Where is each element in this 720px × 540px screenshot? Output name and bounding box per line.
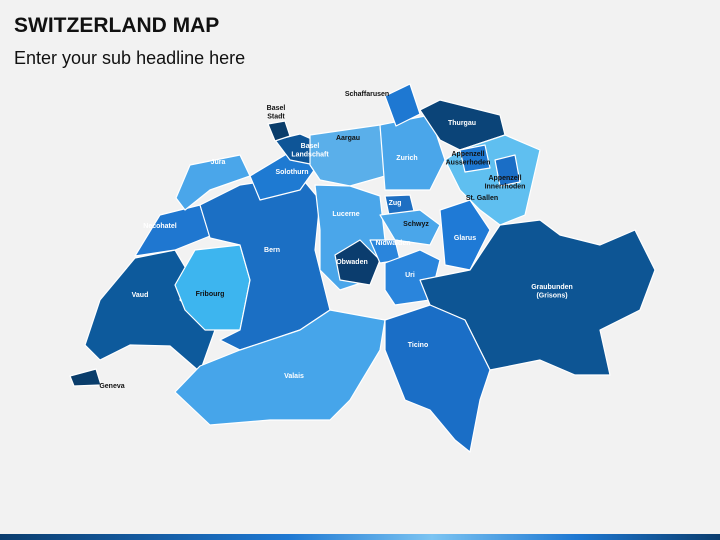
canton bbox=[379, 209, 441, 246]
title: SWITZERLAND MAP bbox=[14, 14, 220, 37]
canton-label: Zurich bbox=[396, 155, 417, 162]
canton-label: Vaud bbox=[132, 292, 149, 299]
canton bbox=[175, 154, 251, 211]
canton bbox=[267, 120, 291, 142]
canton-label: Schwyz bbox=[403, 221, 429, 228]
canton-label: Appenzell bbox=[451, 151, 484, 158]
labels: Geneva Vaud Fribourg Necohatel Jura Bern Valai… bbox=[99, 91, 572, 390]
canton-label: Stadt bbox=[267, 114, 285, 121]
canton-label: Appenzell bbox=[488, 175, 521, 182]
canton-label: Aargau bbox=[336, 135, 360, 142]
canton-label: Graubunden bbox=[531, 284, 573, 291]
canton bbox=[334, 239, 381, 286]
canton-label: Nidwalden bbox=[375, 240, 410, 247]
canton-label: Obwaden bbox=[336, 259, 368, 266]
canton-label: (Grisons) bbox=[536, 293, 567, 300]
canton-label: Ausserhoden bbox=[446, 160, 491, 167]
canton bbox=[384, 83, 421, 127]
cantons bbox=[69, 83, 656, 453]
canton bbox=[384, 304, 491, 453]
canton-label: Thurgau bbox=[448, 120, 476, 127]
canton-label: Zug bbox=[389, 200, 402, 207]
canton-label: Necohatel bbox=[143, 223, 177, 230]
canton-label: Fribourg bbox=[196, 291, 225, 298]
canton-label: Schaffarusen bbox=[345, 91, 389, 98]
canton bbox=[249, 151, 321, 201]
footer-bar bbox=[0, 534, 720, 540]
canton-label: Innerrhoden bbox=[485, 184, 526, 191]
subtitle: Enter your sub headline here bbox=[14, 48, 246, 68]
canton-label: Jura bbox=[211, 159, 226, 166]
canton-label: St. Gallen bbox=[466, 195, 498, 202]
canton-label: Basel bbox=[301, 143, 320, 150]
canton-label: Uri bbox=[405, 272, 415, 279]
canton-label: Bern bbox=[264, 247, 280, 254]
canton-label: Solothurn bbox=[275, 169, 308, 176]
canton-label: Valais bbox=[284, 373, 304, 380]
canton-label: Glarus bbox=[454, 235, 476, 242]
canton-label: Geneva bbox=[99, 383, 124, 390]
canton-label: Ticino bbox=[408, 342, 428, 349]
canton bbox=[494, 154, 521, 187]
canton bbox=[379, 114, 446, 191]
canton bbox=[134, 204, 211, 257]
canton-label: Basel bbox=[267, 105, 286, 112]
canton bbox=[174, 309, 386, 426]
canton bbox=[439, 199, 491, 271]
canton bbox=[459, 144, 491, 173]
canton-label: Landschaft bbox=[291, 152, 329, 159]
canton bbox=[69, 368, 102, 387]
canton-label: Lucerne bbox=[332, 211, 359, 218]
